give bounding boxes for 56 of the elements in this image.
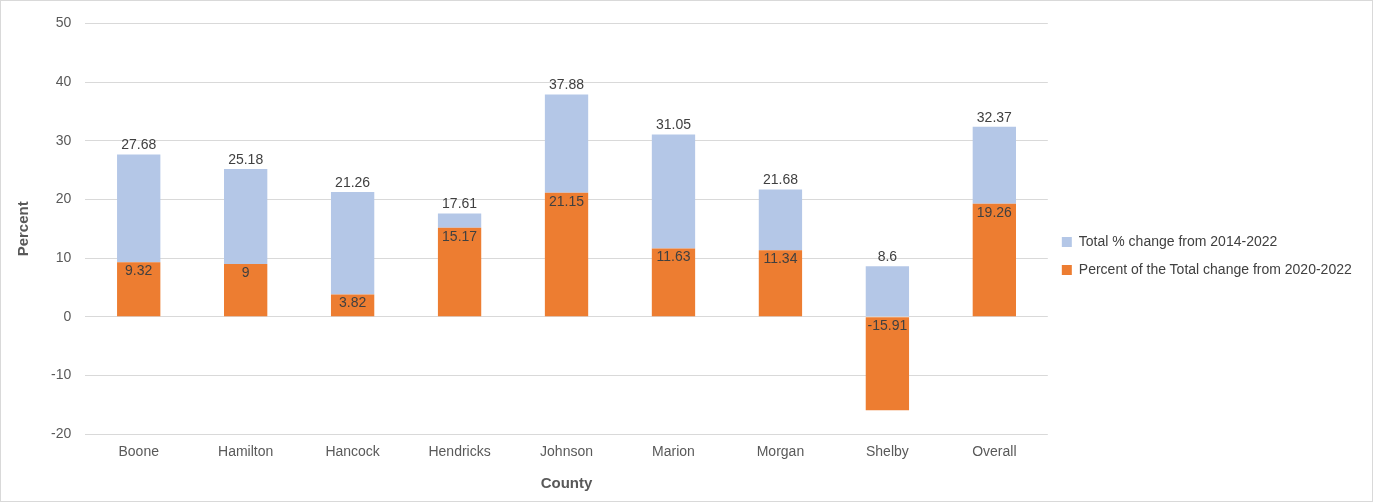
total-label: 21.26 (335, 173, 371, 190)
x-tick-label: Hendricks (428, 443, 491, 460)
y-tick-label: 20 (55, 190, 72, 207)
y-tick-label: 10 (55, 249, 72, 265)
bar (651, 248, 696, 317)
bar (224, 264, 268, 317)
data-label: -15.91 (867, 317, 908, 334)
bar (758, 189, 803, 251)
legend-label: Percent of the Total change from 2020-2022 (1078, 260, 1352, 277)
bar (437, 213, 482, 228)
x-tick-label: Hamilton (218, 443, 274, 460)
y-axis-title: Percent (14, 201, 32, 257)
data-label: 9.32 (125, 261, 153, 278)
bar (758, 250, 803, 317)
total-label: 37.88 (549, 76, 585, 93)
x-tick-label: Hancock (325, 443, 381, 460)
total-label: 31.05 (655, 116, 692, 133)
total-label: 32.37 (976, 108, 1013, 125)
y-tick-label: 40 (55, 72, 72, 89)
legend-label: Total % change from 2014-2022 (1078, 232, 1278, 249)
data-label: 9 (241, 263, 250, 280)
bar (972, 126, 1016, 204)
bar (651, 134, 696, 249)
bar (117, 262, 161, 317)
y-tick-label: 50 (55, 14, 72, 31)
bar (865, 266, 910, 317)
data-label: 15.17 (442, 227, 478, 244)
bar (544, 94, 589, 193)
total-label: 17.61 (442, 195, 478, 212)
x-tick-label: Johnson (540, 443, 593, 460)
x-tick-label: Morgan (756, 443, 805, 460)
bar (224, 169, 268, 265)
total-label: 21.68 (762, 171, 799, 188)
bar (437, 227, 482, 317)
x-tick-label: Marion (652, 443, 695, 460)
data-label: 11.63 (656, 248, 691, 265)
y-tick-label: 0 (63, 307, 72, 324)
x-axis-title: County (540, 474, 594, 492)
bar (117, 154, 161, 263)
data-label: 3.82 (338, 294, 367, 311)
y-tick-label: 30 (55, 131, 72, 148)
bar (544, 192, 589, 317)
x-tick-label: Overall (972, 443, 1017, 460)
data-label: 11.34 (763, 250, 798, 267)
y-tick-label: -10 (51, 366, 72, 383)
data-label: 21.15 (549, 192, 585, 209)
bar (865, 317, 910, 411)
total-label: 27.68 (121, 136, 157, 153)
bar (330, 192, 375, 295)
total-label: 25.18 (228, 150, 264, 167)
y-tick-label: -20 (51, 425, 72, 442)
x-tick-label: Shelby (865, 443, 909, 460)
data-label: 8.6 (877, 248, 898, 265)
data-label: 19.26 (976, 203, 1013, 220)
x-tick-label: Boone (118, 443, 160, 460)
bar (972, 203, 1016, 317)
